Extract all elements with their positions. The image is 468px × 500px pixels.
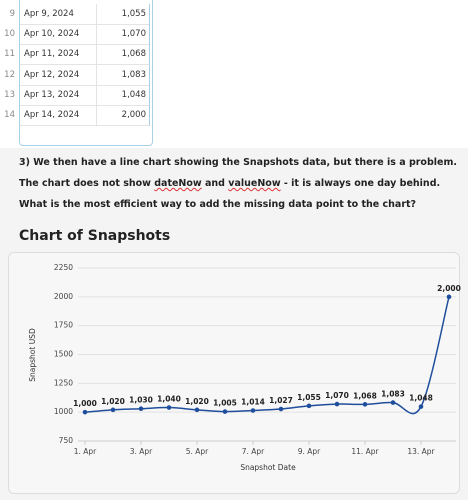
x-tick-label: 13. Apr bbox=[407, 447, 435, 456]
value-cell: 1,055 bbox=[96, 4, 150, 25]
row-number: 10 bbox=[4, 29, 15, 40]
row-number: 12 bbox=[4, 69, 15, 80]
x-tick-label: 11. Apr bbox=[351, 447, 379, 456]
data-point bbox=[222, 409, 228, 414]
code-term: valueNow bbox=[228, 178, 281, 189]
value-cell: 2,000 bbox=[96, 105, 150, 126]
table-row: 12 Apr 12, 2024 1,083 bbox=[0, 64, 152, 86]
table-row: 13 Apr 13, 2024 1,048 bbox=[0, 84, 152, 106]
paragraph: 3) We then have a line chart showing the… bbox=[19, 157, 457, 168]
chart-title: Chart of Snapshots bbox=[19, 228, 171, 244]
data-label: 1,055 bbox=[297, 393, 321, 402]
value-cell: 1,083 bbox=[96, 64, 150, 86]
data-point bbox=[446, 294, 452, 300]
data-label: 1,000 bbox=[73, 399, 97, 408]
table-row: 14 Apr 14, 2024 2,000 bbox=[0, 105, 152, 126]
y-tick-label: 2000 bbox=[54, 292, 73, 301]
data-label: 1,020 bbox=[101, 397, 125, 406]
date-cell: Apr 12, 2024 bbox=[19, 64, 97, 86]
x-tick-label: 9. Apr bbox=[298, 447, 321, 456]
paragraph: What is the most efficient way to add th… bbox=[19, 199, 416, 210]
text-run: 3) We then have a line chart showing the… bbox=[19, 157, 457, 168]
text-run: and bbox=[201, 178, 229, 189]
value-cell: 1,048 bbox=[96, 84, 150, 106]
data-point bbox=[110, 407, 116, 413]
text-run: - it is always one day behind. bbox=[280, 178, 441, 189]
row-number: 9 bbox=[9, 9, 15, 19]
value-cell: 1,068 bbox=[96, 44, 150, 66]
date-cell: Apr 11, 2024 bbox=[19, 44, 97, 66]
data-point bbox=[82, 409, 88, 415]
code-term: dateNow bbox=[154, 178, 202, 189]
data-label: 1,005 bbox=[213, 399, 237, 408]
text-run: What is the most efficient way to add th… bbox=[19, 199, 417, 210]
data-label: 1,068 bbox=[353, 391, 377, 400]
paragraph: The chart does not show dateNow and valu… bbox=[19, 178, 440, 189]
date-cell: Apr 13, 2024 bbox=[19, 84, 97, 106]
row-number: 11 bbox=[4, 49, 15, 60]
y-tick-label: 1500 bbox=[54, 350, 73, 359]
data-label: 1,083 bbox=[381, 390, 405, 399]
x-axis-label: Snapshot Date bbox=[240, 463, 296, 472]
data-point bbox=[306, 403, 312, 409]
y-tick-label: 1750 bbox=[54, 321, 73, 330]
data-label: 2,000 bbox=[437, 284, 461, 293]
data-label: 1,027 bbox=[269, 396, 293, 405]
data-point bbox=[390, 400, 396, 405]
data-label: 1,040 bbox=[157, 395, 181, 404]
y-tick-label: 750 bbox=[59, 436, 74, 445]
y-tick-label: 1250 bbox=[54, 378, 73, 387]
data-point bbox=[166, 405, 172, 410]
row-number: 13 bbox=[4, 89, 15, 100]
data-label: 1,030 bbox=[129, 396, 153, 405]
date-cell: Apr 10, 2024 bbox=[19, 24, 97, 46]
date-cell: Apr 14, 2024 bbox=[19, 105, 97, 126]
x-tick-label: 7. Apr bbox=[242, 447, 265, 456]
data-point bbox=[250, 408, 256, 413]
y-tick-label: 2250 bbox=[54, 263, 73, 272]
data-label: 1,014 bbox=[241, 398, 265, 407]
x-tick-label: 5. Apr bbox=[186, 447, 209, 456]
data-label: 1,070 bbox=[325, 391, 349, 400]
row-number: 14 bbox=[4, 110, 15, 120]
y-axis-label: Snapshot USD bbox=[28, 328, 37, 382]
data-point bbox=[278, 406, 284, 412]
data-point bbox=[194, 407, 200, 413]
x-tick-label: 3. Apr bbox=[130, 447, 153, 456]
x-tick-label: 1. Apr bbox=[74, 447, 97, 456]
date-cell: Apr 9, 2024 bbox=[19, 4, 97, 25]
table-row: 11 Apr 11, 2024 1,068 bbox=[0, 44, 152, 66]
data-point bbox=[138, 406, 144, 412]
data-label: 1,048 bbox=[409, 394, 433, 403]
data-point bbox=[418, 404, 424, 409]
value-cell: 1,070 bbox=[96, 24, 150, 46]
table-row: 9 Apr 9, 2024 1,055 bbox=[0, 4, 152, 25]
data-point bbox=[334, 401, 340, 407]
text-run: The chart does not show bbox=[19, 178, 155, 189]
table-row: 10 Apr 10, 2024 1,070 bbox=[0, 24, 152, 46]
data-point bbox=[362, 402, 368, 407]
chart-container bbox=[8, 252, 460, 494]
data-label: 1,020 bbox=[185, 397, 209, 406]
y-tick-label: 1000 bbox=[54, 407, 73, 416]
